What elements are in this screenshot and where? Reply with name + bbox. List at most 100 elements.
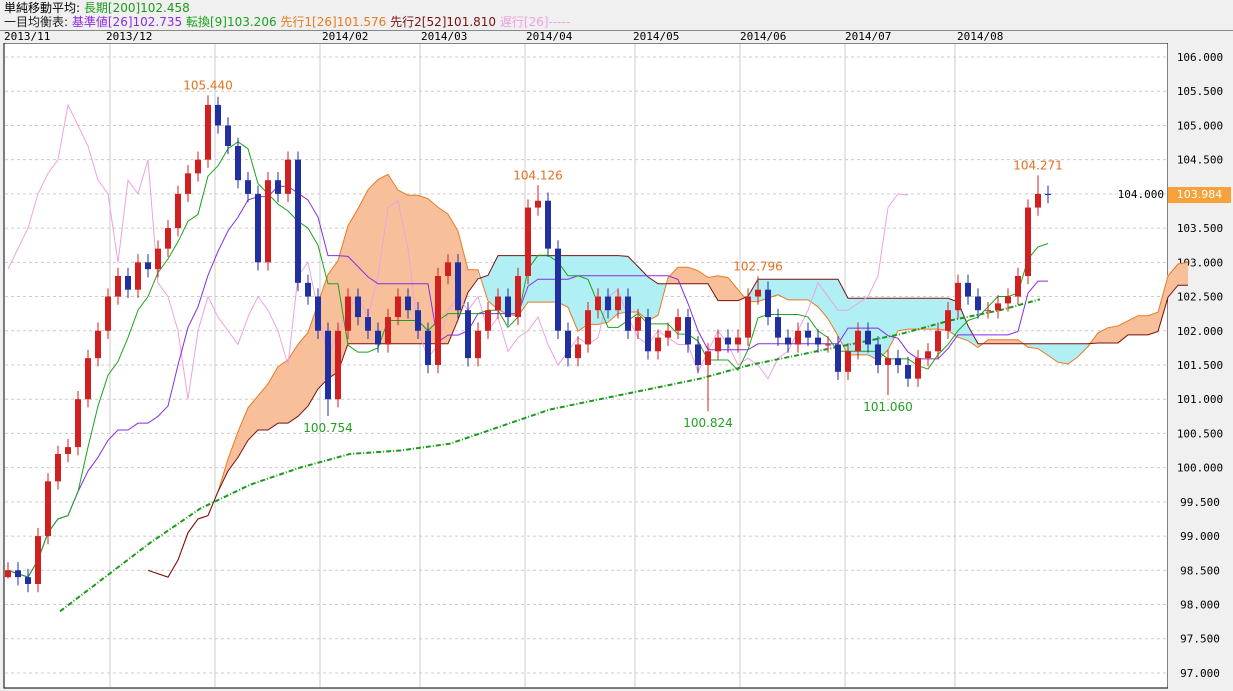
cloud-segment [638, 266, 648, 321]
candle-body [195, 159, 201, 174]
sma200-line [59, 298, 1041, 613]
y-tick: 97.500 [1180, 633, 1220, 646]
candle-body [755, 289, 761, 297]
y-tick: 100.000 [1177, 462, 1223, 475]
candle-body [845, 351, 851, 372]
candle-body [365, 317, 371, 331]
candle-body [785, 337, 791, 345]
candle-body [295, 159, 301, 283]
cloud-segment [448, 214, 458, 344]
cloud-segment [1128, 315, 1138, 335]
x-tick: 2013/12 [106, 30, 153, 43]
candle-body [915, 358, 921, 379]
candle-body [15, 570, 21, 578]
cloud-segment [1048, 343, 1058, 363]
price-annotation: 100.824 [683, 416, 733, 430]
candle-body [405, 296, 411, 311]
cloud-segment [888, 298, 898, 350]
candle-body [875, 344, 881, 365]
y-tick: 97.000 [1180, 667, 1220, 680]
candle-body [1005, 296, 1011, 304]
y-tick: 102.000 [1177, 325, 1223, 338]
price-annotation: 100.754 [303, 421, 353, 435]
kijun-line [7, 185, 1048, 578]
candle-body [645, 317, 651, 352]
candle-body [75, 399, 81, 448]
cloud-segment [818, 279, 828, 319]
candle-body [965, 282, 971, 297]
candle-body [945, 310, 951, 331]
candle-body [795, 330, 801, 345]
cloud-segment [278, 359, 288, 424]
candle-body [225, 125, 231, 146]
candle-body [85, 358, 91, 400]
y-tick: 105.000 [1177, 119, 1223, 132]
candle-body [765, 289, 771, 318]
candle-body [135, 262, 141, 290]
cloud-segment [958, 301, 968, 341]
x-tick: 2014/08 [957, 30, 1004, 43]
cloud-segment [1108, 325, 1118, 343]
cloud-segment [808, 279, 818, 307]
candle-body [115, 276, 121, 297]
senkou-span1-line [147, 173, 1189, 578]
candle-body [385, 317, 391, 345]
price-annotation: 104.126 [513, 168, 563, 182]
candle-body [265, 180, 271, 263]
candle-body [725, 337, 731, 345]
cloud-segment [1038, 343, 1048, 356]
candle-body [715, 337, 721, 352]
candle-body [585, 310, 591, 345]
candle-body [215, 104, 221, 126]
candle-body [375, 330, 381, 345]
cloud-segment [378, 174, 388, 344]
cloud-segment [608, 255, 618, 323]
candle-body [425, 330, 431, 365]
cloud-segment [898, 298, 908, 331]
cloud-segment [718, 275, 728, 301]
kijun-legend: 基準値[26]102.735 [71, 15, 183, 29]
y-tick: 102.500 [1177, 291, 1223, 304]
sma-legend-value: 長期[200]102.458 [83, 1, 190, 15]
cloud-segment [918, 298, 928, 330]
candle-body [5, 570, 11, 578]
cloud-segment [798, 279, 808, 300]
candle-body [435, 276, 441, 365]
candle-body [555, 248, 561, 331]
cloud-segment [828, 279, 838, 336]
cloud-segment [418, 195, 428, 344]
candle-body [775, 317, 781, 338]
y-axis-panel [1168, 43, 1233, 691]
candle-body [605, 296, 611, 311]
current-price-label: 103.984 [1168, 187, 1231, 203]
candle-body [695, 344, 701, 365]
candle-body [445, 262, 451, 277]
candle-body [1025, 207, 1031, 277]
candle-body [1045, 193, 1051, 195]
candle-body [895, 358, 901, 365]
candle-body [95, 330, 101, 359]
cloud-segment [228, 431, 238, 472]
price-annotation: 101.060 [863, 400, 913, 414]
candle-body [255, 193, 261, 263]
candle-body [515, 276, 521, 318]
candle-body [205, 104, 211, 160]
y-tick: 98.000 [1180, 599, 1220, 612]
cloud-segment [678, 267, 688, 284]
candle-body [65, 447, 71, 454]
candle-body [925, 351, 931, 359]
cloud-segment [598, 255, 608, 325]
cloud-segment [688, 267, 698, 284]
candle-body [825, 344, 831, 346]
candle-body [145, 262, 151, 270]
cloud-segment [1168, 263, 1178, 298]
y-tick: 99.500 [1180, 496, 1220, 509]
candle-body [275, 180, 281, 194]
cloud-segment [778, 279, 788, 300]
candle-body [535, 200, 541, 208]
cloud-segment [1158, 276, 1168, 332]
cloud-segment [268, 366, 278, 430]
candle-body [805, 330, 811, 338]
cloud-segment [1098, 327, 1108, 343]
cloud-segment [988, 339, 998, 344]
